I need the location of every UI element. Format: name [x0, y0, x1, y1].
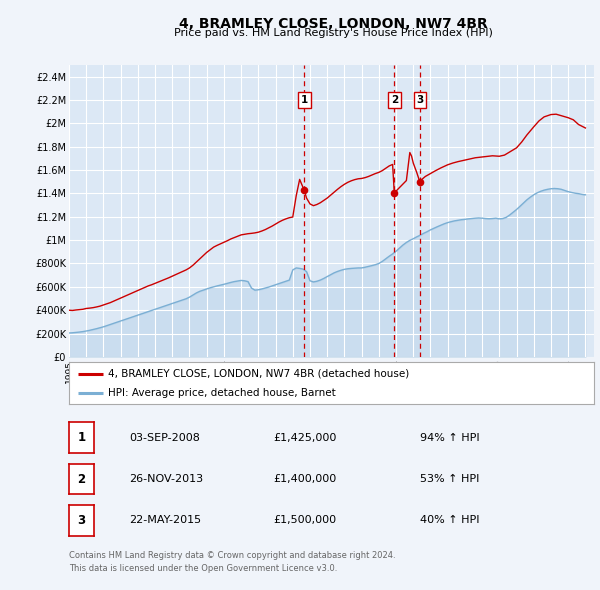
Text: 94% ↑ HPI: 94% ↑ HPI — [420, 433, 479, 442]
Text: 1: 1 — [301, 95, 308, 105]
Text: Contains HM Land Registry data © Crown copyright and database right 2024.: Contains HM Land Registry data © Crown c… — [69, 552, 395, 560]
Text: £1,425,000: £1,425,000 — [273, 433, 337, 442]
Text: £1,500,000: £1,500,000 — [273, 516, 336, 525]
Text: 4, BRAMLEY CLOSE, LONDON, NW7 4BR: 4, BRAMLEY CLOSE, LONDON, NW7 4BR — [179, 17, 487, 31]
Text: 53% ↑ HPI: 53% ↑ HPI — [420, 474, 479, 484]
Text: £1,400,000: £1,400,000 — [273, 474, 336, 484]
Text: 3: 3 — [416, 95, 424, 105]
Text: HPI: Average price, detached house, Barnet: HPI: Average price, detached house, Barn… — [109, 388, 336, 398]
Text: 22-MAY-2015: 22-MAY-2015 — [129, 516, 201, 525]
Text: 2: 2 — [77, 473, 86, 486]
Text: 3: 3 — [77, 514, 86, 527]
Text: This data is licensed under the Open Government Licence v3.0.: This data is licensed under the Open Gov… — [69, 565, 337, 573]
Text: 1: 1 — [77, 431, 86, 444]
Text: Price paid vs. HM Land Registry's House Price Index (HPI): Price paid vs. HM Land Registry's House … — [173, 28, 493, 38]
Text: 03-SEP-2008: 03-SEP-2008 — [129, 433, 200, 442]
Text: 4, BRAMLEY CLOSE, LONDON, NW7 4BR (detached house): 4, BRAMLEY CLOSE, LONDON, NW7 4BR (detac… — [109, 369, 410, 379]
Text: 2: 2 — [391, 95, 398, 105]
Text: 40% ↑ HPI: 40% ↑ HPI — [420, 516, 479, 525]
Text: 26-NOV-2013: 26-NOV-2013 — [129, 474, 203, 484]
